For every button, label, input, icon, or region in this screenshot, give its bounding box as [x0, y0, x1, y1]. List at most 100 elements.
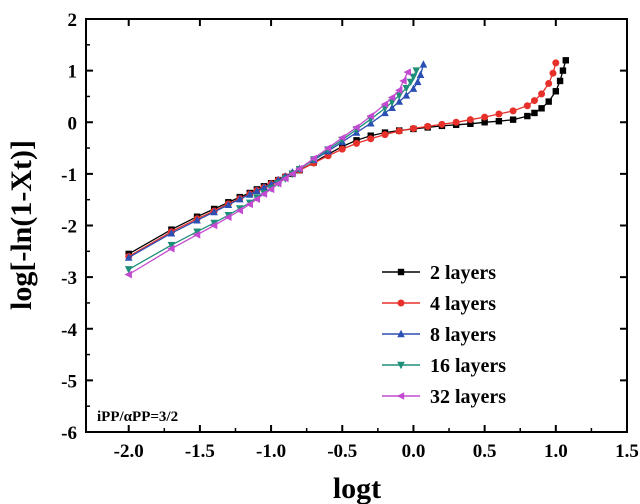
- data-point-8-layers: [124, 253, 133, 261]
- data-point-2-layers: [552, 88, 560, 95]
- data-point-32-layers: [209, 221, 218, 230]
- data-point-2-layers: [562, 57, 569, 64]
- data-point-8-layers: [210, 207, 218, 216]
- data-point-32-layers: [387, 93, 396, 102]
- legend-label-32-layers: 32 layers: [430, 386, 506, 408]
- data-point-4-layers: [538, 90, 546, 98]
- data-point-4-layers: [523, 102, 531, 110]
- y-tick-label: -5: [61, 371, 77, 392]
- data-point-16-layers: [388, 98, 396, 107]
- series-4-layers: [125, 59, 560, 260]
- legend-marker-16-layers: [397, 361, 405, 370]
- data-point-16-layers: [409, 73, 418, 82]
- data-point-32-layers: [395, 86, 403, 95]
- data-point-4-layers: [495, 110, 503, 118]
- data-point-16-layers: [395, 92, 404, 100]
- data-point-2-layers: [481, 119, 488, 126]
- y-tick-label: -1: [61, 165, 77, 186]
- data-point-32-layers: [259, 190, 268, 198]
- data-point-8-layers: [416, 70, 425, 78]
- legend-marker-4-layers: [397, 299, 405, 307]
- data-point-4-layers: [338, 145, 346, 153]
- data-point-2-layers: [545, 98, 552, 105]
- y-tick-label: -2: [61, 217, 77, 238]
- data-point-8-layers: [413, 77, 422, 86]
- data-point-32-layers: [245, 200, 253, 209]
- data-point-2-layers: [524, 112, 531, 120]
- data-point-32-layers: [281, 174, 289, 183]
- data-point-32-layers: [399, 77, 407, 85]
- series-16-layers: [124, 67, 421, 274]
- legend-label-8-layers: 8 layers: [430, 324, 496, 346]
- series-line-2-layers: [128, 60, 567, 255]
- data-point-16-layers: [412, 67, 421, 75]
- data-point-8-layers: [224, 200, 233, 209]
- data-point-8-layers: [167, 229, 176, 237]
- x-tick-label: 1.5: [615, 441, 639, 462]
- data-point-2-layers: [559, 67, 567, 74]
- data-point-32-layers: [167, 244, 175, 253]
- data-point-4-layers: [545, 80, 553, 88]
- data-point-8-layers: [193, 216, 201, 224]
- data-point-4-layers: [530, 97, 538, 105]
- x-tick-label: -0.5: [327, 441, 357, 462]
- series-layer: [124, 57, 569, 279]
- x-tick-label: -2.0: [114, 441, 144, 462]
- data-point-4-layers: [353, 139, 360, 147]
- y-tick-label: 1: [68, 62, 78, 83]
- data-point-32-layers: [192, 230, 201, 239]
- data-point-2-layers: [495, 118, 503, 125]
- y-tick-label: 0: [68, 113, 78, 134]
- data-point-4-layers: [552, 59, 560, 67]
- data-point-8-layers: [419, 60, 428, 68]
- legend-label-4-layers: 4 layers: [430, 293, 496, 315]
- data-point-4-layers: [424, 122, 432, 130]
- series-line-16-layers: [128, 70, 417, 270]
- data-point-4-layers: [452, 118, 460, 126]
- legend-label-2-layers: 2 layers: [430, 262, 496, 284]
- data-point-8-layers: [402, 91, 411, 99]
- data-point-4-layers: [409, 124, 417, 132]
- x-tick-label: -1.5: [185, 441, 215, 462]
- y-axis-title: log[-ln(1-Xt)]: [5, 140, 38, 310]
- x-tick-label: 0.0: [402, 441, 426, 462]
- legend-marker-2-layers: [397, 268, 405, 276]
- y-tick-label: -3: [61, 268, 77, 289]
- data-point-32-layers: [352, 123, 360, 132]
- data-point-4-layers: [395, 127, 403, 135]
- ticks-layer: -2.0 -1.5 -1.0 -0.5 0.0 0.5 1.0 1.5 -6 -5 -4 -3 -2 -1…: [61, 10, 639, 462]
- data-point-32-layers: [252, 195, 261, 203]
- data-point-4-layers: [481, 113, 489, 121]
- data-point-32-layers: [235, 206, 243, 215]
- data-point-32-layers: [338, 133, 346, 142]
- data-point-16-layers: [406, 78, 415, 87]
- plot-frame: [85, 18, 628, 433]
- legend-marker-32-layers: [396, 392, 405, 400]
- data-point-2-layers: [509, 116, 517, 123]
- data-point-32-layers: [273, 179, 282, 188]
- data-point-4-layers: [438, 120, 446, 128]
- legend-marker-8-layers: [397, 329, 405, 338]
- data-point-4-layers: [367, 135, 375, 143]
- data-point-32-layers: [323, 144, 332, 152]
- legend: 2 layers 4 layers 8 layers 16 layers 32 laye…: [382, 262, 506, 408]
- data-point-16-layers: [124, 266, 133, 274]
- data-point-32-layers: [124, 270, 132, 279]
- data-point-32-layers: [266, 185, 275, 194]
- data-point-16-layers: [402, 84, 411, 93]
- data-point-8-layers: [260, 183, 268, 191]
- data-point-32-layers: [309, 154, 317, 163]
- chart-annotation: iPP/αPP=3/2: [97, 409, 178, 425]
- data-point-4-layers: [509, 107, 517, 115]
- data-point-8-layers: [409, 84, 418, 92]
- data-point-4-layers: [381, 131, 389, 139]
- y-tick-label: 2: [68, 10, 78, 31]
- data-point-32-layers: [366, 112, 374, 120]
- series-32-layers: [124, 68, 411, 279]
- data-point-2-layers: [538, 105, 545, 112]
- data-point-32-layers: [295, 164, 303, 173]
- data-point-4-layers: [466, 116, 474, 124]
- data-point-32-layers: [288, 170, 296, 178]
- x-axis-title: logt: [333, 472, 381, 504]
